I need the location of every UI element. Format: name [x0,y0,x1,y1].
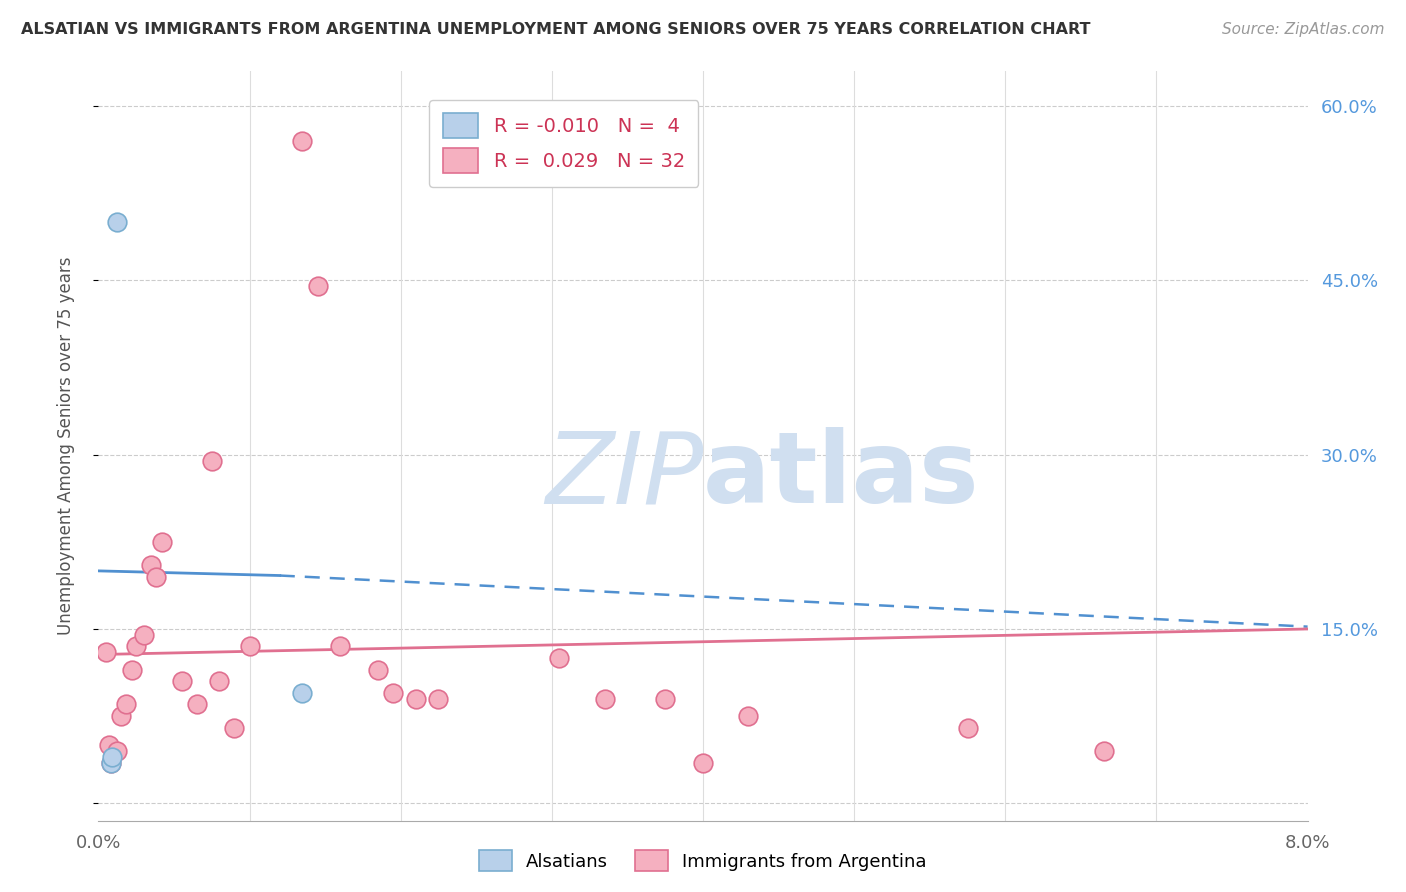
Point [329,640,352,654]
Point [307,279,329,293]
Point [100,756,122,770]
Point [141,558,163,572]
Point [201,453,224,467]
Point [208,674,231,689]
Point [110,709,132,723]
Point [170,674,193,689]
Point [382,686,405,700]
Text: ALSATIAN VS IMMIGRANTS FROM ARGENTINA UNEMPLOYMENT AMONG SENIORS OVER 75 YEARS C: ALSATIAN VS IMMIGRANTS FROM ARGENTINA UN… [21,22,1091,37]
Point [956,721,979,735]
Point [105,744,128,758]
Point [150,534,173,549]
Point [548,651,571,665]
Legend: R = -0.010   N =  4, R =  0.029   N = 32: R = -0.010 N = 4, R = 0.029 N = 32 [429,100,699,186]
Point [692,756,714,770]
Point [427,691,450,706]
Point [239,640,262,654]
Point [114,698,136,712]
Point [654,691,676,706]
Point [145,570,167,584]
Text: atlas: atlas [703,427,980,524]
Point [291,686,314,700]
Point [125,640,148,654]
Y-axis label: Unemployment Among Seniors over 75 years: Unemployment Among Seniors over 75 years [56,257,75,635]
Point [105,215,128,229]
Point [593,691,616,706]
Text: ZIP: ZIP [544,427,703,524]
Point [367,663,389,677]
Legend: Alsatians, Immigrants from Argentina: Alsatians, Immigrants from Argentina [472,843,934,879]
Point [132,628,155,642]
Point [737,709,759,723]
Point [100,756,122,770]
Point [1092,744,1115,758]
Point [405,691,427,706]
Text: Source: ZipAtlas.com: Source: ZipAtlas.com [1222,22,1385,37]
Point [98,738,121,752]
Point [186,698,208,712]
Point [121,663,143,677]
Point [291,134,314,148]
Point [101,749,124,764]
Point [94,645,117,659]
Point [224,721,246,735]
